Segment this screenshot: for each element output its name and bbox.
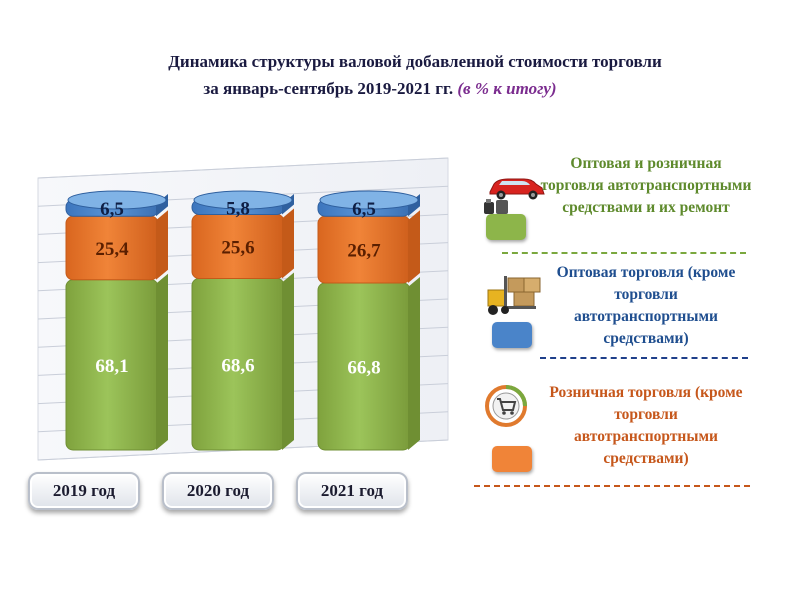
segment-auto-2020 (191, 272, 294, 451)
chart-title-period: за январь-сентябрь 2019-2021 гг. (203, 79, 458, 98)
label-retail-2021: 26,7 (347, 241, 381, 262)
segment-retail-2020 (191, 208, 294, 279)
shopping-cart-icon (485, 385, 527, 427)
legend-swatch-wholesale (492, 322, 532, 348)
chart-title-line1: Динамика структуры валовой добавленной с… (168, 52, 662, 71)
legend-divider-3 (474, 485, 750, 487)
segment-wholesale-2020 (191, 190, 294, 215)
chart-title-unit: (в % к итогу) (457, 79, 557, 98)
stacked-bar-chart: 68,1 25,4 6,5 68,6 25,6 5,8 66,8 26,7 6,5 (37, 157, 449, 461)
legend-swatch-retail (492, 446, 532, 472)
legend-label-auto: Оптовая и розничная торговля автотранспо… (540, 155, 752, 216)
forklift-icon (487, 276, 541, 315)
segment-auto-2019 (65, 273, 168, 451)
gridline (37, 157, 449, 179)
label-wholesale-2021: 6,5 (352, 199, 376, 220)
legend-divider-1 (502, 252, 746, 254)
label-auto-2020: 68,6 (221, 355, 254, 376)
label-auto-2019: 68,1 (95, 356, 128, 377)
category-label-2021: 2021 год (296, 472, 408, 510)
label-wholesale-2020: 5,8 (226, 198, 250, 219)
legend-label-wholesale: Оптовая торговля (кроме торговли автотра… (556, 264, 736, 347)
label-auto-2021: 66,8 (347, 358, 380, 379)
chart-title-line2: за январь-сентябрь 2019-2021 гг. (в % к … (0, 79, 760, 99)
legend-divider-2 (540, 357, 748, 359)
category-label-2019: 2019 год (28, 472, 140, 510)
segment-auto-2021 (317, 277, 420, 451)
bars: 68,1 25,4 6,5 68,6 25,6 5,8 66,8 26,7 6,5 (65, 190, 420, 451)
tools-icon (484, 199, 508, 214)
segment-retail-2021 (317, 210, 420, 284)
segment-wholesale-2021 (317, 190, 420, 217)
label-retail-2019: 25,4 (95, 239, 129, 260)
segment-wholesale-2019 (65, 190, 168, 217)
legend-label-retail: Розничная торговля (кроме торговли автот… (549, 384, 743, 467)
segment-retail-2019 (65, 210, 168, 281)
car-icon (489, 178, 545, 200)
label-wholesale-2019: 6,5 (100, 199, 124, 220)
legend-swatch-auto (486, 214, 526, 240)
label-retail-2020: 25,6 (221, 238, 254, 259)
category-label-2020: 2020 год (162, 472, 274, 510)
